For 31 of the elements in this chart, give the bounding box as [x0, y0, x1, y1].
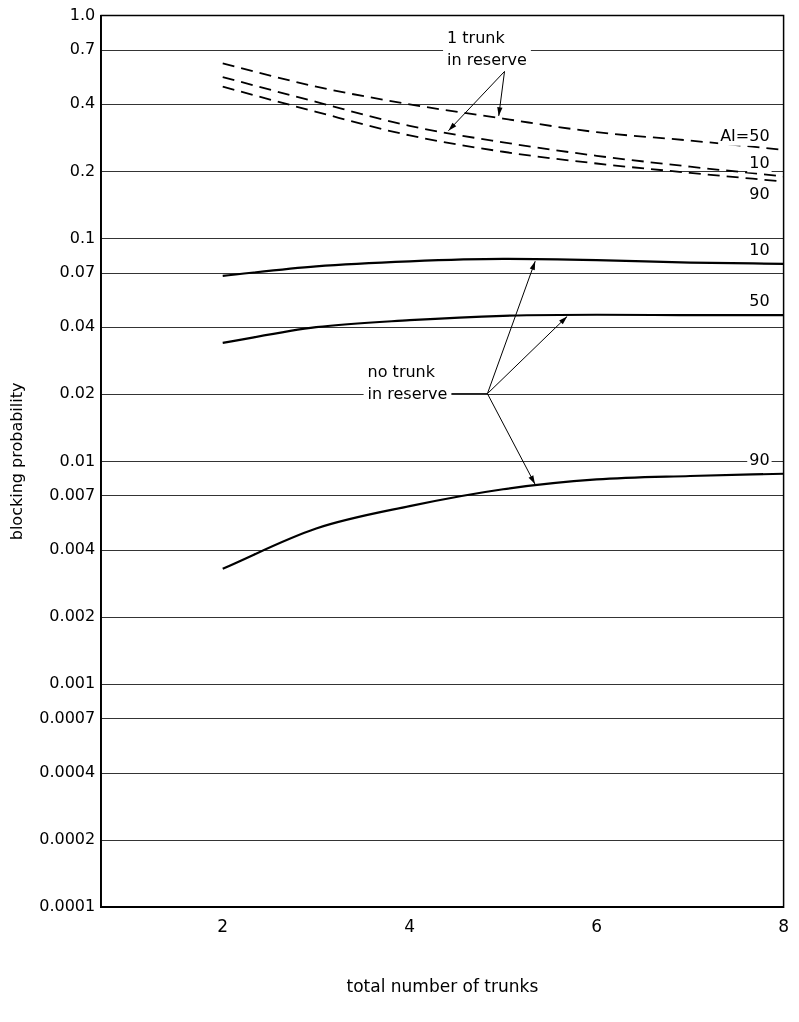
annotation: 1 trunk in reserve	[447, 28, 527, 70]
y-tick-label: 0.002	[49, 606, 96, 626]
y-tick-label: 0.02	[59, 383, 96, 403]
x-tick-label: 2	[217, 915, 229, 936]
y-tick-label: 0.0002	[39, 829, 96, 849]
series-label: 90	[749, 449, 770, 469]
x-tick-label: 8	[778, 915, 790, 936]
series-label: AI=50	[720, 125, 770, 145]
y-tick-label: 0.004	[49, 539, 96, 559]
y-tick-label: 0.0007	[39, 707, 96, 727]
y-tick-label: 0.0004	[39, 762, 96, 782]
y-tick-label: 0.0001	[39, 896, 96, 916]
y-tick-label: 0.1	[69, 227, 96, 247]
y-tick-label: 0.2	[69, 160, 96, 180]
y-tick-label: 0.07	[59, 262, 96, 282]
x-axis-title: total number of trunks	[346, 976, 539, 997]
series-label: 50	[749, 291, 770, 311]
y-tick-label: 0.007	[49, 485, 96, 505]
series-label: 10	[749, 152, 770, 172]
y-tick-label: 0.7	[69, 39, 96, 59]
y-tick-label: 0.01	[59, 450, 96, 470]
y-tick-label: 1.0	[69, 4, 96, 24]
y-tick-label: 0.04	[59, 316, 96, 336]
y-tick-label: 0.4	[69, 93, 96, 113]
x-tick-label: 4	[404, 915, 416, 936]
series-label: 90	[749, 183, 770, 203]
series-label: 10	[749, 239, 770, 259]
y-axis-title: blocking probability	[6, 382, 26, 541]
x-tick-label: 6	[591, 915, 603, 936]
y-tick-label: 0.001	[49, 673, 96, 693]
annotation: no trunk in reserve	[367, 361, 448, 403]
